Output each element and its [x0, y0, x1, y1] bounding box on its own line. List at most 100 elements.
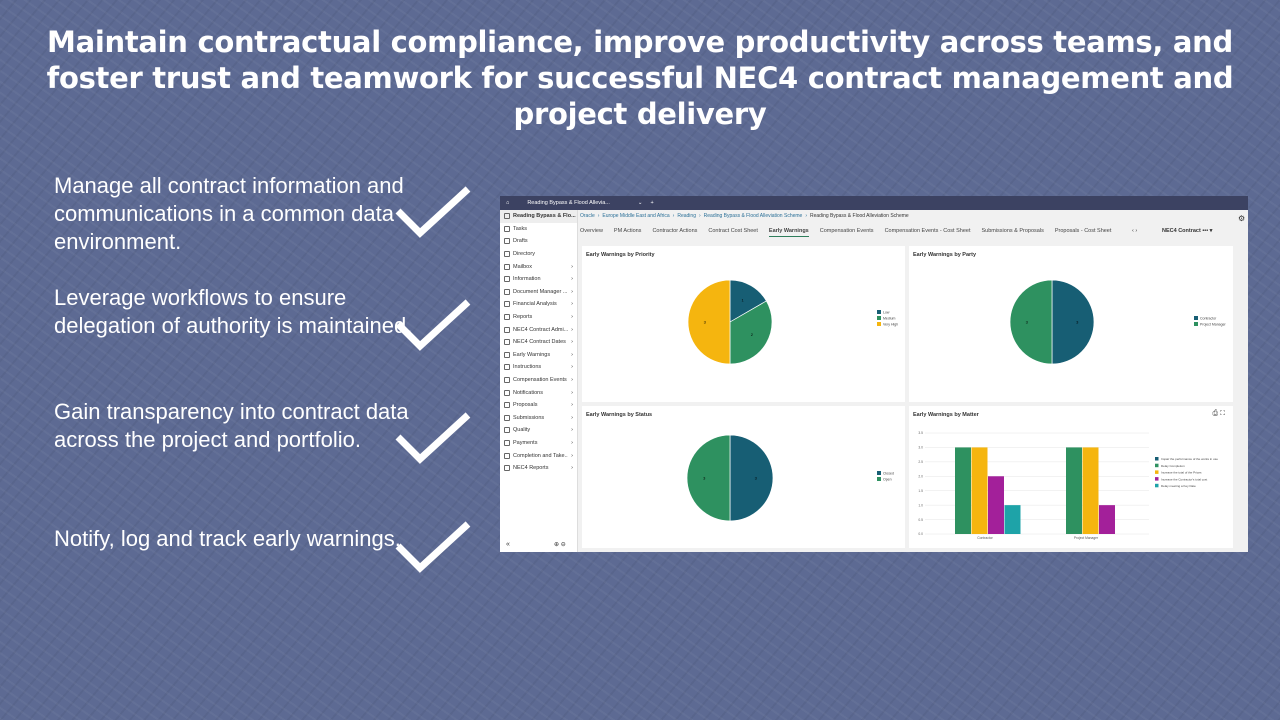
sidebar-item[interactable]: NEC4 Reports › [500, 462, 577, 475]
print-fullscreen-icons[interactable]: ⎙ ⛶ [1212, 410, 1225, 417]
collapse-sidebar-button[interactable]: « [506, 541, 510, 548]
pie-slice[interactable] [729, 300, 773, 365]
legend-swatch [1194, 322, 1198, 326]
sidebar-item[interactable]: Instructions › [500, 361, 577, 374]
pie-slice[interactable] [729, 434, 774, 522]
sidebar-item-label: Completion and Take... [513, 452, 569, 459]
chart-title: Early Warnings by Party [913, 252, 977, 258]
zoom-icons[interactable]: ⊕ ⊖ [554, 542, 566, 548]
sidebar-item[interactable]: Drafts [500, 235, 577, 248]
home-icon[interactable]: ⌂ [506, 200, 510, 206]
sidebar-item[interactable]: Proposals › [500, 399, 577, 412]
legend-label: Increase the total of the Prices [1161, 471, 1202, 475]
pie-slice[interactable] [687, 279, 731, 365]
sidebar-item-icon [504, 288, 510, 295]
add-tab-icon[interactable]: + [650, 200, 654, 206]
sidebar-item-label: Early Warnings [513, 351, 551, 358]
tab-compensation-events[interactable]: Compensation Events [819, 228, 874, 234]
sidebar-item-label: Document Manager ... [513, 288, 568, 295]
sidebar-item[interactable]: Reports › [500, 311, 577, 324]
checkmark-icon [395, 186, 471, 238]
chart-title: Early Warnings by Matter [913, 412, 979, 418]
bar[interactable] [1066, 447, 1082, 534]
breadcrumb-link[interactable]: Oracle [580, 213, 595, 219]
bar[interactable] [1082, 447, 1099, 534]
bar[interactable] [1099, 505, 1115, 534]
sidebar-item[interactable]: Quality › [500, 424, 577, 437]
sidebar-item[interactable]: Financial Analysis › [500, 298, 577, 311]
chevron-down-icon[interactable]: ⌄ [637, 200, 643, 206]
sidebar-item[interactable]: Mailbox › [500, 260, 577, 273]
pie-slice[interactable] [686, 434, 731, 522]
sidebar-item-label: Compensation Events [513, 377, 567, 384]
bar[interactable] [988, 476, 1004, 534]
sidebar-item[interactable]: NEC4 Contract Dates › [500, 336, 577, 349]
bar[interactable] [971, 447, 988, 534]
project-tab[interactable]: Reading Bypass & Flood Allevia... [527, 200, 610, 206]
context-selector[interactable]: NEC4 Contract ••• ▾ [1162, 228, 1213, 234]
sidebar-item[interactable]: Payments › [500, 437, 577, 450]
tab-pm-actions[interactable]: PM Actions [613, 228, 642, 234]
chart-title: Early Warnings by Priority [586, 252, 655, 258]
tab-compensation-events-cost-sheet[interactable]: Compensation Events - Cost Sheet [884, 228, 971, 234]
bar[interactable] [955, 447, 971, 534]
tab-proposals-cost-sheet[interactable]: Proposals - Cost Sheet [1054, 228, 1112, 234]
panel-matter: Early Warnings by Matter ⎙ ⛶ 0.0 0.5 1.0 1.… [909, 406, 1233, 548]
y-tick-label: 3.0 [918, 446, 923, 450]
tab-early-warnings[interactable]: Early Warnings [768, 228, 809, 237]
tab-submissions-proposals[interactable]: Submissions & Proposals [981, 228, 1044, 234]
pie-slice[interactable] [1009, 279, 1053, 365]
sidebar-item-icon [504, 439, 510, 446]
pie-slice[interactable] [1051, 279, 1095, 365]
breadcrumb-link[interactable]: Reading Bypass & Flood Alleviation Schem… [810, 213, 909, 219]
breadcrumb-link[interactable]: Reading Bypass & Flood Alleviation Schem… [703, 213, 803, 219]
legend-label: Contractor [1200, 317, 1217, 321]
y-tick-label: 2.5 [918, 460, 923, 464]
breadcrumb-link[interactable]: Europe Middle East and Africa [602, 213, 670, 219]
more-icon[interactable]: ••• [1202, 228, 1209, 234]
tab-scroll-arrows[interactable]: ‹ › [1132, 228, 1138, 234]
sidebar-item[interactable]: Early Warnings › [500, 349, 577, 362]
checkmark-icon [395, 521, 471, 573]
pie-chart: 1 Low 2 Medium 3 Very High [687, 279, 898, 365]
legend-label: Delay meeting a Key Date [1161, 484, 1196, 488]
y-tick-label: 1.0 [918, 503, 923, 507]
bullet-2: Leverage workflows to ensure delegation … [54, 285, 413, 338]
checkmark-icon [395, 299, 471, 351]
sidebar-item[interactable]: Notifications › [500, 386, 577, 399]
sidebar-item-label: Information [513, 276, 541, 283]
breadcrumb-link[interactable]: Reading [677, 213, 696, 219]
tab-contract-cost-sheet[interactable]: Contract Cost Sheet [708, 228, 758, 234]
sidebar-item[interactable]: Information › [500, 273, 577, 286]
tab-contractor-actions[interactable]: Contractor Actions [652, 228, 698, 234]
chevron-right-icon: › [571, 389, 573, 396]
sidebar-item[interactable]: Reading Bypass & Flo... [500, 210, 577, 223]
legend-swatch [877, 322, 881, 326]
breadcrumb: Oracle › Europe Middle East and Africa › Rea… [580, 213, 909, 219]
gear-icon[interactable]: ⚙ [1238, 214, 1246, 223]
sidebar-item[interactable]: Directory [500, 248, 577, 261]
legend-swatch [877, 316, 881, 320]
sidebar-item-label: Payments [513, 439, 538, 446]
bullet-3: Gain transparency into contract data acr… [54, 399, 409, 452]
sidebar-item[interactable]: Completion and Take... › [500, 449, 577, 462]
sidebar-item-icon [504, 225, 510, 232]
tab-overview[interactable]: Overview [580, 228, 603, 234]
tab-bar: Overview PM Actions Contractor Actions Cont… [580, 228, 1111, 237]
sidebar-item-label: Quality [513, 427, 531, 434]
sidebar-item[interactable]: Document Manager ... › [500, 286, 577, 299]
chevron-right-icon: › [571, 402, 573, 409]
chevron-right-icon: › [571, 427, 573, 434]
sidebar-item[interactable]: Compensation Events › [500, 374, 577, 387]
bar[interactable] [1004, 505, 1021, 534]
sidebar-item-icon [504, 314, 510, 321]
sidebar-item[interactable]: Submissions › [500, 412, 577, 425]
sidebar-item-label: Notifications [513, 389, 543, 396]
sidebar-item-icon [504, 263, 510, 270]
sidebar-item[interactable]: Tasks [500, 223, 577, 236]
sidebar-item-icon [504, 276, 510, 283]
sidebar-item[interactable]: NEC4 Contract Admi... › [500, 323, 577, 336]
y-tick-label: 0.0 [918, 532, 923, 536]
legend-swatch [1194, 316, 1198, 320]
pie-slice[interactable] [729, 279, 767, 323]
